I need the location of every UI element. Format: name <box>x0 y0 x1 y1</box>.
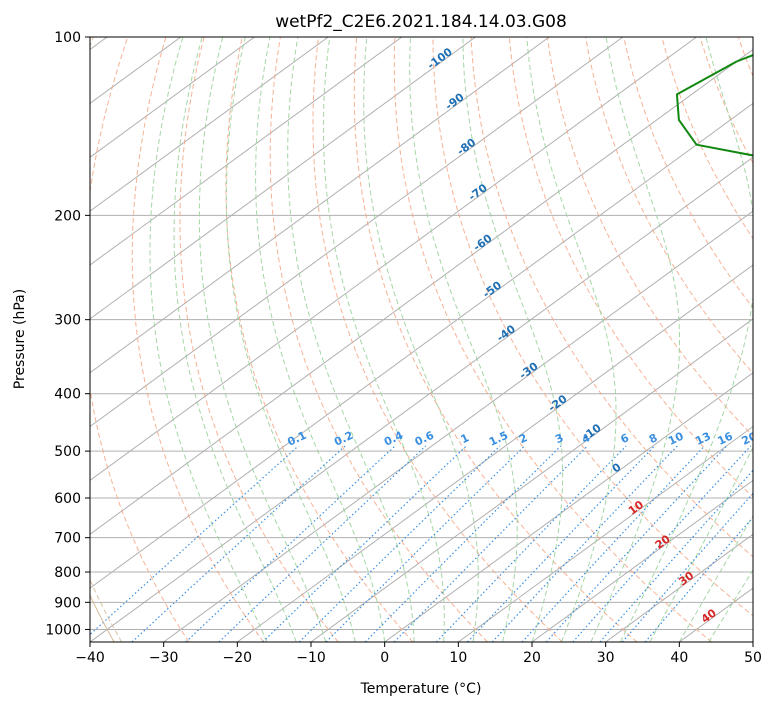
isotherm-line <box>90 37 255 158</box>
moist-adiabat <box>198 37 327 642</box>
dry-adiabat <box>393 37 713 642</box>
x-tick-label: −30 <box>149 650 179 666</box>
y-tick-label: 400 <box>54 387 81 403</box>
x-tick-label: 50 <box>744 650 762 666</box>
plot-area: 0.10.20.40.611.52346810131620253036-100-… <box>90 37 760 642</box>
mixing-ratio-label: 10 <box>666 429 686 447</box>
isotherm-line <box>90 156 753 642</box>
isotherm-line <box>90 37 624 428</box>
isotherm-line <box>90 37 697 482</box>
x-tick-label: 40 <box>670 650 688 666</box>
moist-adiabat <box>149 37 268 642</box>
mixing-ratio-line <box>467 445 656 642</box>
dry-adiabat <box>131 37 264 642</box>
moist-adiabat <box>526 37 617 642</box>
dewpoint-profile <box>675 54 753 157</box>
moist-adiabat <box>255 37 386 642</box>
moist-adiabat <box>619 37 753 642</box>
y-tick-label: 200 <box>54 208 81 224</box>
mixing-ratio-label: 13 <box>693 430 712 448</box>
mixing-ratio-line <box>435 445 627 642</box>
isotherm-line <box>237 264 753 642</box>
x-tick-label: 0 <box>380 650 389 666</box>
isotherm-line <box>384 372 753 642</box>
moist-adiabat <box>409 37 518 642</box>
isotherm-line <box>90 102 753 589</box>
isotherm-line <box>90 37 403 266</box>
mixing-ratio-line <box>298 445 501 642</box>
dry-adiabat <box>432 37 753 617</box>
dry-adiabat <box>353 37 638 642</box>
mixing-ratio-line <box>491 445 678 642</box>
plot-frame <box>89 36 754 643</box>
isotherm-line <box>90 37 550 374</box>
y-tick-label: 800 <box>54 565 81 581</box>
moist-adiabat <box>322 37 445 642</box>
x-tick-label: 20 <box>523 650 541 666</box>
mixing-ratio-line <box>521 445 706 642</box>
dry-adiabat <box>470 37 753 558</box>
mixing-ratio-line <box>364 445 562 642</box>
mixing-ratio-line <box>90 445 299 636</box>
moist-adiabat <box>678 514 753 642</box>
moist-adiabat <box>708 569 753 642</box>
dry-adiabat <box>585 37 753 375</box>
dry-adiabat <box>699 37 753 165</box>
y-axis: 100 200 300 400 500 600 700 800 900 1000 <box>45 30 90 638</box>
x-tick-label: −20 <box>223 650 253 666</box>
dry-adiabat <box>179 37 339 642</box>
y-tick-label: 600 <box>54 491 81 507</box>
mixing-ratio-line <box>545 445 728 642</box>
isotherm-line <box>605 533 753 642</box>
y-tick-label: 900 <box>54 595 81 611</box>
x-tick-label: 10 <box>449 650 467 666</box>
mixing-ratio-line <box>393 445 588 642</box>
y-axis-label: Pressure (hPa) <box>12 289 28 389</box>
moist-adiabat <box>173 37 297 642</box>
mixing-ratio-line <box>572 445 752 642</box>
isotherm-line <box>163 210 753 642</box>
mixing-ratio-line <box>185 445 396 642</box>
x-tick-label: −40 <box>75 650 105 666</box>
dry-adiabat <box>90 37 190 642</box>
isotherm-line <box>90 37 329 212</box>
isotherm-line <box>90 37 476 320</box>
moist-adiabat <box>590 37 680 642</box>
chart-title: wetPf2_C2E6.2021.184.14.03.G08 <box>275 12 567 32</box>
y-tick-label: 100 <box>54 30 81 46</box>
x-tick-label: 30 <box>597 650 615 666</box>
moist-adiabat <box>225 37 356 642</box>
y-tick-label: 700 <box>54 531 81 547</box>
dry-adiabat <box>269 37 488 642</box>
mixing-ratio-line <box>325 445 526 642</box>
dry-adiabat <box>547 37 753 437</box>
dry-adiabat <box>225 37 414 642</box>
moist-adiabat <box>363 37 479 642</box>
y-tick-label: 500 <box>54 444 81 460</box>
isotherm-line <box>531 479 753 642</box>
isotherm-line <box>90 48 753 535</box>
dry-adiabat <box>312 37 563 642</box>
mixing-ratio-line <box>644 516 753 642</box>
moist-adiabat <box>462 37 564 642</box>
moist-adiabat <box>287 37 415 642</box>
background-lines <box>90 37 753 642</box>
x-axis: −40 −30 −20 −10 0 10 20 30 40 50 <box>75 642 762 666</box>
mixing-ratio-label: 20 <box>740 429 760 447</box>
mixing-ratio-label: 16 <box>716 429 736 447</box>
profile-lines <box>675 54 753 157</box>
dry-adiabat <box>508 37 753 498</box>
x-tick-label: −10 <box>296 650 326 666</box>
y-tick-label: 1000 <box>45 622 81 638</box>
y-tick-label: 300 <box>54 313 81 329</box>
x-axis-label: Temperature (°C) <box>360 681 482 697</box>
